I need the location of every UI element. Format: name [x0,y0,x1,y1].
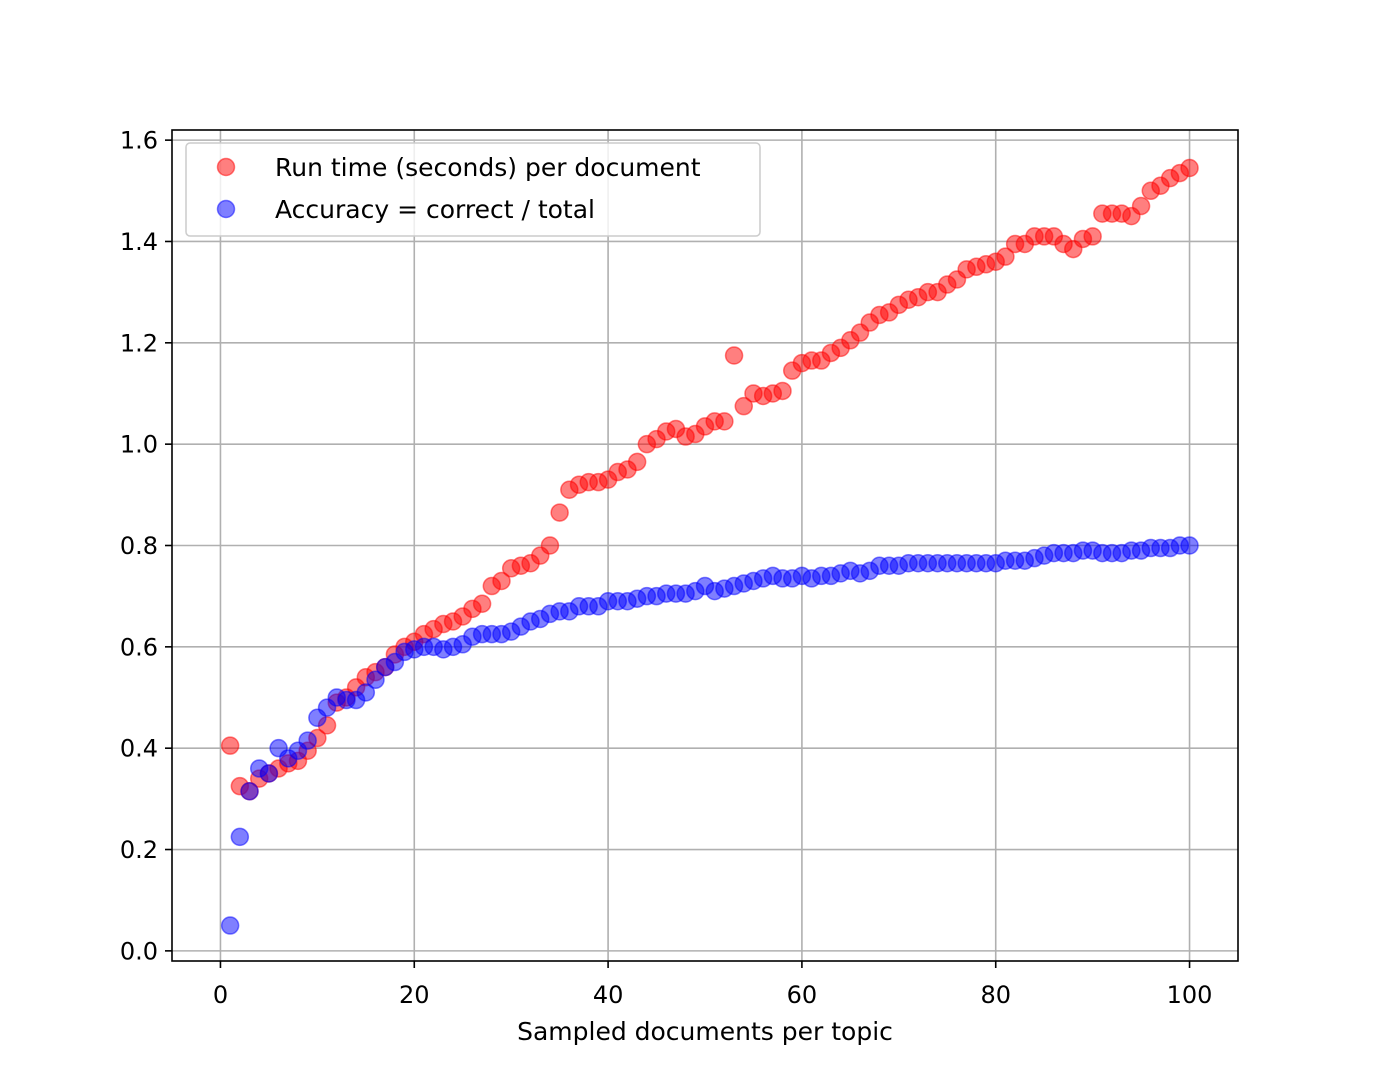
x-tick-label: 80 [980,981,1011,1009]
data-point [240,782,259,801]
x-tick-label: 100 [1167,981,1213,1009]
data-point [356,683,376,702]
y-tick-label: 0.4 [120,735,158,763]
data-point [220,916,240,935]
y-tick-label: 0.8 [120,532,158,560]
legend-box [185,142,761,237]
y-tick-label: 0.0 [120,937,158,965]
x-tick-label: 0 [213,981,228,1009]
legend-marker-run-time [216,157,236,177]
y-tick-label: 1.0 [120,431,158,459]
series-0 [220,158,1199,801]
legend-label-run-time: Run time (seconds) per document [275,153,701,182]
y-tick-label: 1.4 [120,228,158,256]
y-tick-label: 1.2 [120,329,158,357]
x-tick-label: 40 [593,981,624,1009]
data-point [724,346,744,365]
x-tick-label: 20 [399,981,430,1009]
data-point [220,736,240,755]
data-point [734,396,754,416]
x-axis-label: Sampled documents per topic [517,1017,893,1046]
data-point [715,412,734,431]
data-point [550,503,569,522]
data-point [492,571,511,591]
data-point [1180,536,1199,555]
x-tick-label: 60 [787,981,818,1009]
series-1 [220,536,1199,935]
legend-label-accuracy: Accuracy = correct / total [275,195,595,224]
data-point [472,594,492,614]
data-point [1131,196,1151,216]
data-point [1180,158,1199,178]
data-point [366,670,385,690]
data-point [773,381,792,401]
data-point [298,731,317,750]
data-point [259,764,279,783]
data-point [1083,227,1102,246]
data-point [627,452,647,472]
data-point [230,827,250,847]
y-tick-label: 0.6 [120,633,158,661]
axis-ticks: 0 20 40 60 80 100 0.0 0.2 0.4 0.6 0.8 1.0 1.2 1.4 1.6 [120,127,1213,1009]
legend-marker-accuracy [216,199,236,219]
data-point [540,536,560,555]
legend: Run time (seconds) per document Accuracy… [185,142,761,237]
y-tick-label: 1.6 [120,127,158,155]
data-points [220,158,1199,935]
data-point [996,247,1015,266]
y-tick-label: 0.2 [120,836,158,864]
